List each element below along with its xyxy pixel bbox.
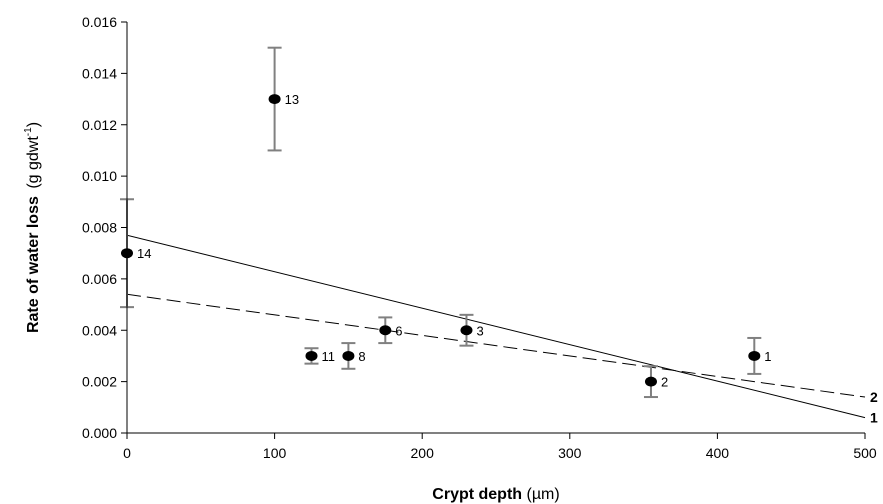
x-tick-label: 200: [411, 445, 435, 461]
y-tick-label: 0.016: [82, 14, 117, 30]
regression-line-2: [126, 293, 866, 398]
point-label: 2: [661, 375, 668, 390]
y-tick-label: 0.000: [82, 425, 117, 441]
y-tick-label: 0.010: [82, 168, 117, 184]
point-label: 3: [476, 323, 483, 338]
point-label: 6: [395, 323, 402, 338]
y-tick-label: 0.014: [82, 65, 117, 81]
axes: [121, 21, 866, 439]
regression-line-1: [126, 234, 866, 419]
data-point: [342, 350, 355, 361]
point-label: 8: [358, 349, 365, 364]
x-axis-title-unit: (µm): [522, 486, 560, 503]
y-axis-title-main: Rate of water loss: [25, 196, 42, 333]
y-tick-label: 0.002: [82, 374, 117, 390]
point-label: 14: [137, 246, 151, 261]
data-point: [460, 325, 473, 336]
x-tick-label: 400: [706, 445, 730, 461]
data-point: [379, 325, 392, 336]
point-label: 11: [322, 349, 336, 364]
x-tick-label: 100: [263, 445, 287, 461]
y-axis-title: Rate of water loss (g gdwt-1): [23, 122, 42, 333]
y-axis-title-sup: -1: [23, 127, 34, 136]
regression-line-label: 2: [870, 389, 878, 405]
point-label: 1: [764, 349, 771, 364]
x-tick-label: 500: [853, 445, 877, 461]
point-label: 13: [285, 92, 299, 107]
y-tick-label: 0.008: [82, 220, 117, 236]
y-tick-label: 0.006: [82, 271, 117, 287]
y-tick-label: 0.004: [82, 322, 117, 338]
y-axis-title-close: ): [25, 122, 42, 127]
y-axis-title-unit: (g gdwt: [25, 136, 42, 189]
error-bars: [120, 46, 762, 399]
x-axis-title: Crypt depth (µm): [432, 486, 559, 503]
y-tick-label: 0.012: [82, 117, 117, 133]
data-point: [305, 350, 318, 361]
data-point: [268, 94, 281, 105]
tick-labels: 0.000 0.002 0.004 0.006 0.008 0.010 0.012 0.014…: [82, 14, 877, 461]
regression-lines: 12: [126, 234, 878, 426]
x-tick-label: 0: [123, 445, 131, 461]
data-points: 1 2 3 6 8 11 13 14: [121, 92, 772, 390]
data-point: [748, 350, 761, 361]
regression-line-label: 1: [870, 410, 878, 426]
data-point: [644, 376, 657, 387]
x-axis-title-main: Crypt depth: [432, 486, 522, 503]
x-tick-label: 300: [558, 445, 582, 461]
